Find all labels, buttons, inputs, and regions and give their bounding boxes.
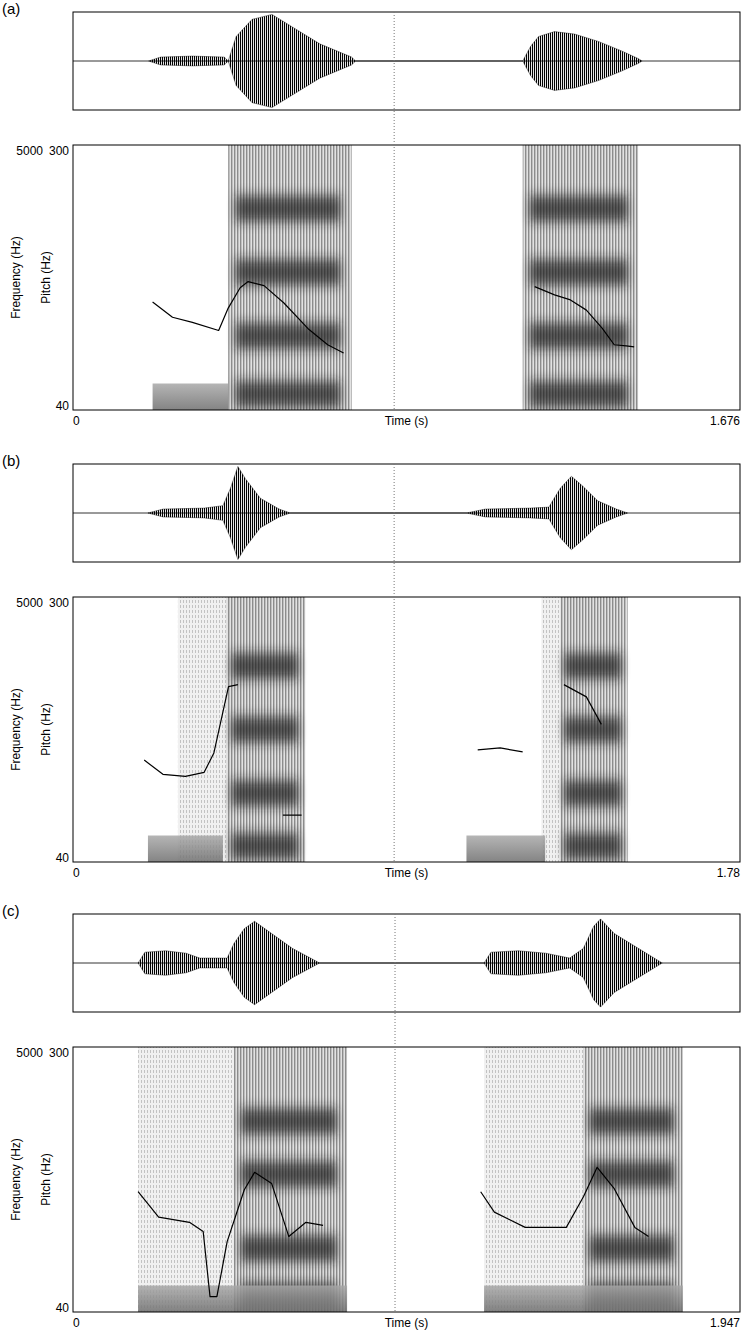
frication: [138, 1047, 234, 1312]
x-axis-title: Time (s): [385, 1316, 429, 1330]
panel: (b) 5000 300 40 Frequency (Hz) Pitch (Hz) 0 1.7…: [2, 452, 740, 880]
y-tick-label: 5000: [16, 596, 43, 610]
spectrogram-area: [138, 1047, 683, 1312]
formant: [241, 1108, 337, 1134]
formant: [231, 717, 298, 743]
formant: [236, 259, 341, 285]
x-tick-label: 1.676: [710, 414, 740, 428]
y-tick-label: 5000: [16, 144, 43, 158]
divider: [394, 12, 395, 410]
spectrogram-area: [153, 145, 639, 410]
formant: [564, 833, 621, 859]
formant: [589, 1235, 673, 1261]
y2-axis-title: Pitch (Hz): [39, 251, 53, 304]
spectrogram-frame: [73, 1047, 740, 1312]
waveform-area: [73, 14, 740, 107]
frication: [484, 1047, 583, 1312]
voice-bar: [148, 836, 223, 863]
formant: [589, 1108, 673, 1134]
formant: [241, 1235, 337, 1261]
formant: [231, 780, 298, 806]
x-tick-label: 1.947: [710, 1316, 740, 1330]
y-axis-title: Frequency (Hz): [9, 236, 23, 319]
y2-axis-title: Pitch (Hz): [39, 1153, 53, 1206]
y2-tick-label: 40: [56, 1301, 70, 1315]
waveform-frame: [73, 914, 740, 1012]
panel-label: (a): [2, 0, 20, 17]
spectrogram-area: [144, 597, 627, 862]
voice-bar: [484, 1286, 683, 1313]
x-tick-label: 0: [73, 1316, 80, 1330]
divider: [395, 914, 396, 1312]
waveform: [149, 14, 642, 107]
x-axis-title: Time (s): [385, 866, 429, 880]
formant: [231, 653, 298, 679]
spectrogram-frame: [73, 145, 740, 410]
vowel: [228, 145, 351, 410]
y2-tick-label: 40: [56, 851, 70, 865]
x-tick-label: 1.78: [717, 866, 741, 880]
waveform-area: [73, 919, 740, 1007]
y2-axis-title: Pitch (Hz): [39, 703, 53, 756]
voice-bar: [466, 836, 545, 863]
y-axis-title: Frequency (Hz): [9, 688, 23, 771]
formant: [236, 323, 341, 349]
formant: [564, 717, 621, 743]
pitch-contour: [138, 1172, 323, 1296]
formant: [241, 1161, 337, 1187]
vowel: [583, 1047, 682, 1312]
y-tick-label: 5000: [16, 1046, 43, 1060]
figure: (a) 5000 300 40 Frequency (Hz) Pitch (Hz) 0 1.6…: [0, 0, 747, 1343]
x-tick-label: 0: [73, 414, 80, 428]
formant: [564, 780, 621, 806]
divider: [394, 464, 395, 862]
formant: [530, 381, 628, 407]
y2-tick-label: 300: [49, 144, 69, 158]
panel: (a) 5000 300 40 Frequency (Hz) Pitch (Hz) 0 1.6…: [2, 0, 740, 428]
pitch-contour: [153, 282, 344, 353]
formant: [231, 833, 298, 859]
frication: [541, 597, 560, 862]
waveform-frame: [73, 464, 740, 562]
panel: (c) 5000 300 40 Frequency (Hz) Pitch (Hz) 0 1.9…: [2, 902, 740, 1330]
formant: [564, 653, 621, 679]
pitch-contour: [144, 685, 301, 815]
y2-tick-label: 300: [49, 1046, 69, 1060]
voice-bar: [153, 384, 229, 411]
waveform: [148, 466, 628, 559]
y-axis-title: Frequency (Hz): [9, 1138, 23, 1221]
waveform-area: [73, 466, 740, 559]
vowel: [560, 597, 627, 862]
x-axis-title: Time (s): [385, 414, 429, 428]
voice-bar: [138, 1286, 347, 1313]
formant: [530, 323, 628, 349]
vowel: [523, 145, 638, 410]
y2-tick-label: 40: [56, 399, 70, 413]
formant: [530, 196, 628, 222]
waveform: [138, 919, 662, 1007]
formant: [236, 381, 341, 407]
formant: [236, 196, 341, 222]
vowel: [227, 597, 306, 862]
panel-label: (c): [2, 902, 20, 919]
y2-tick-label: 300: [49, 596, 69, 610]
x-tick-label: 0: [73, 866, 80, 880]
pitch-contour: [535, 287, 634, 347]
pitch-contour: [478, 685, 602, 752]
waveform-frame: [73, 12, 740, 110]
formant: [530, 259, 628, 285]
pitch-contour: [481, 1167, 649, 1236]
spectrogram-frame: [73, 597, 740, 862]
panel-label: (b): [2, 452, 20, 469]
